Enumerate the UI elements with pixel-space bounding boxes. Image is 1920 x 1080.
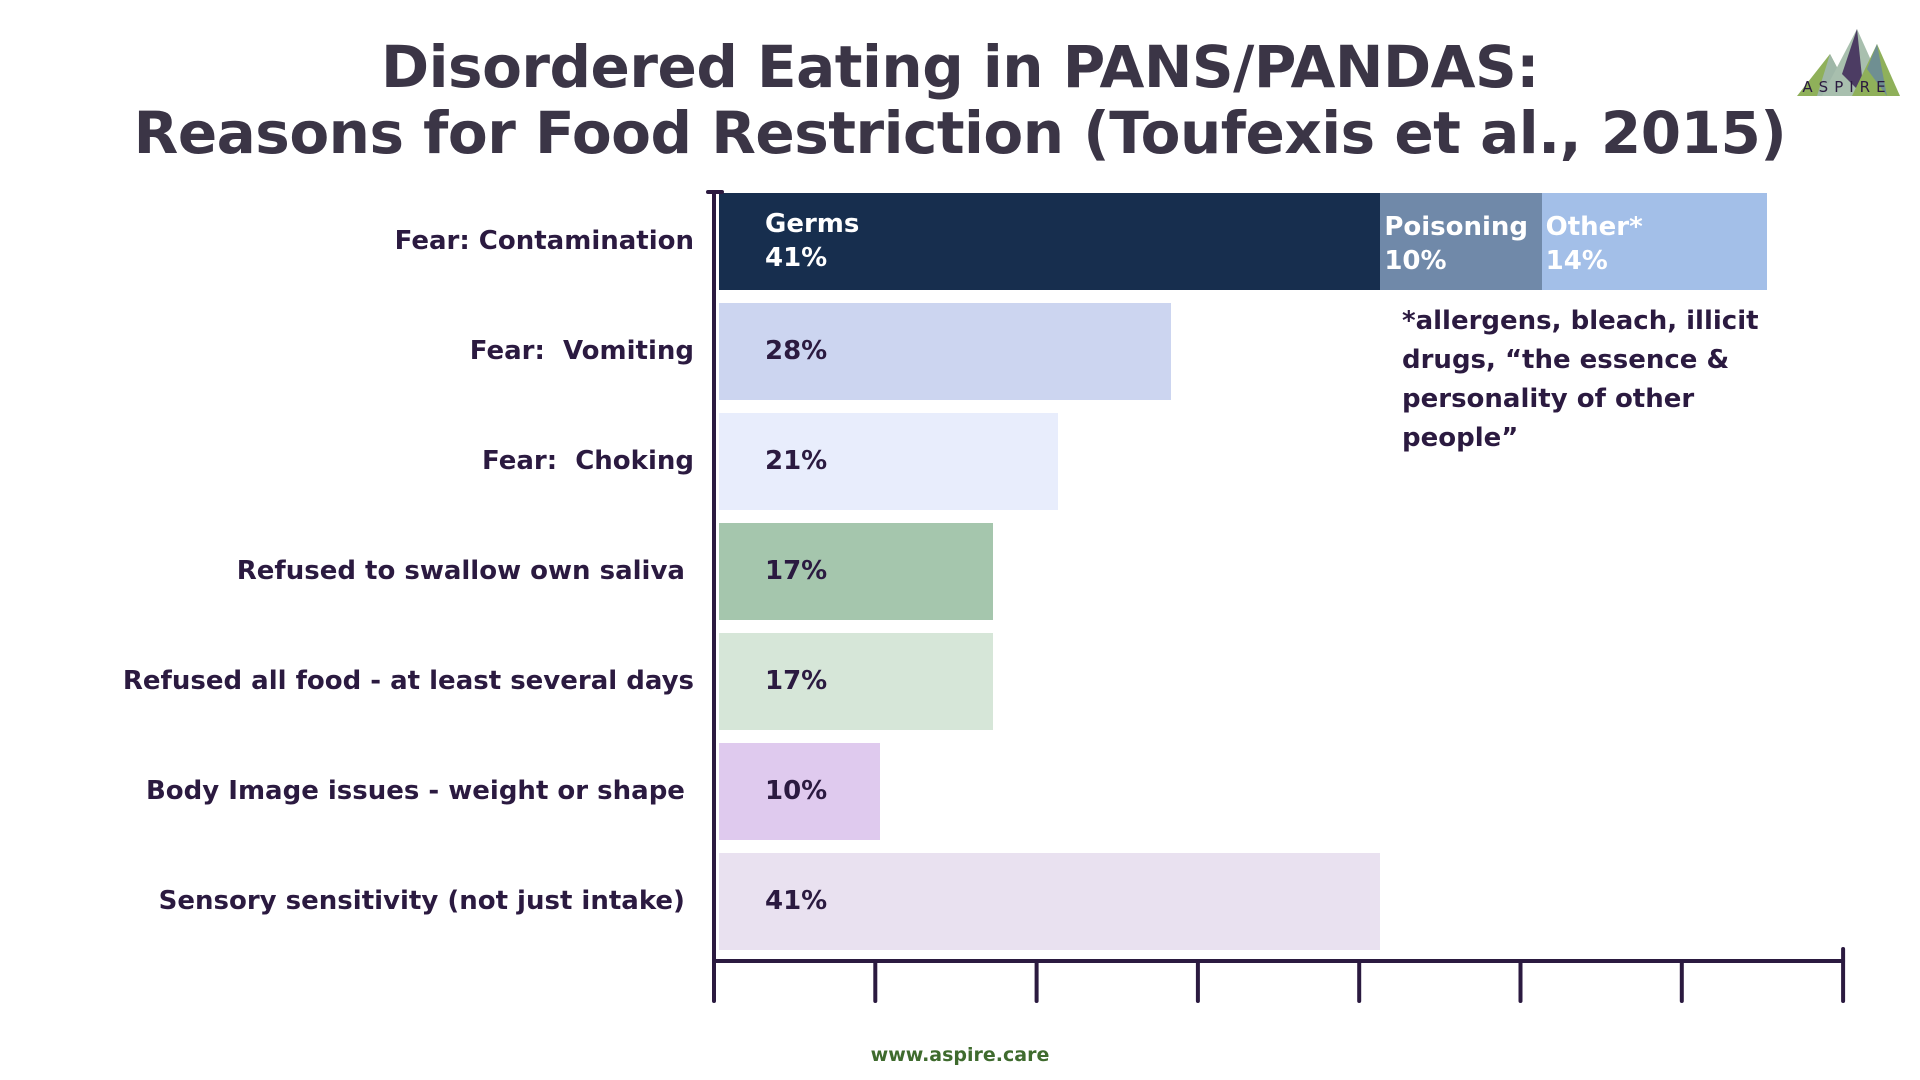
category-label: Fear: Vomiting	[469, 336, 694, 366]
segment-name: Germs	[765, 209, 860, 239]
segment-label: Germs 41%	[765, 207, 859, 275]
bar-value-label: 21%	[765, 446, 828, 476]
bar-segment-germs	[719, 193, 1381, 290]
aspire-logo-mountains-icon	[1797, 29, 1900, 96]
bar	[719, 853, 1381, 950]
bar-segment-other	[1541, 193, 1768, 290]
bar	[719, 743, 881, 840]
title-line-2: Reasons for Food Restriction (Toufexis e…	[133, 99, 1787, 167]
bar-value-label: 17%	[765, 666, 828, 696]
category-label: Refused all food - at least several days	[122, 666, 694, 696]
bar-value-label: 17%	[765, 556, 828, 586]
segment-value: 14%	[1545, 246, 1608, 276]
logo-text: ASPIRE	[1802, 78, 1892, 96]
category-label: Sensory sensitivity (not just intake)	[158, 886, 694, 916]
segment-name: Other*	[1545, 212, 1643, 242]
category-label: Body Image issues - weight or shape	[145, 776, 694, 806]
bar	[719, 413, 1058, 510]
bar	[719, 523, 994, 620]
bar-value-label: 41%	[765, 886, 828, 916]
bar-value-label: 10%	[765, 776, 828, 806]
segment-value: 10%	[1384, 246, 1447, 276]
bar-segment-poisoning	[1380, 193, 1542, 290]
footer-url[interactable]: www.aspire.care	[870, 1044, 1050, 1066]
bar-value-label: 28%	[765, 336, 828, 366]
bar	[719, 633, 994, 730]
category-label: Refused to swallow own saliva	[236, 556, 694, 586]
bar	[719, 303, 1171, 400]
segment-value: 41%	[765, 243, 828, 273]
annotation-note: *allergens, bleach, illicit drugs, “the …	[1402, 306, 1759, 453]
category-label: Fear: Contamination	[394, 226, 694, 256]
chart-title: Disordered Eating in PANS/PANDAS: Reason…	[0, 34, 1920, 166]
segment-label: Other* 14%	[1546, 210, 1643, 278]
category-label: Fear: Choking	[482, 446, 694, 476]
title-line-1: Disordered Eating in PANS/PANDAS:	[381, 33, 1539, 101]
segment-name: Poisoning	[1384, 212, 1529, 242]
segment-label: Poisoning 10%	[1384, 210, 1528, 278]
